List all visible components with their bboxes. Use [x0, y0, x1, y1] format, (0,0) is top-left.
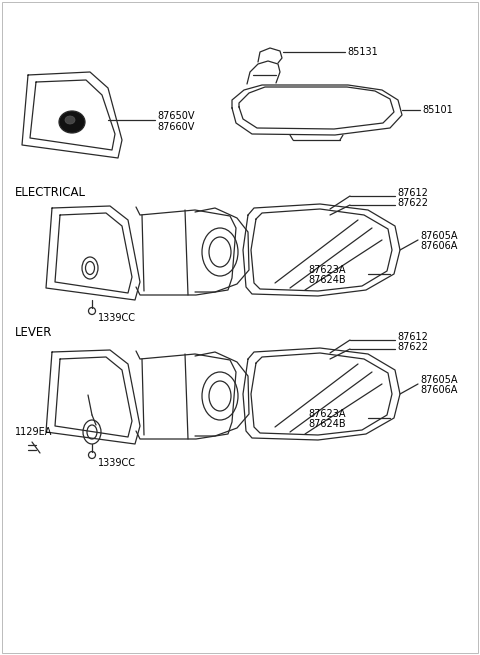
Ellipse shape	[202, 228, 238, 276]
Text: 87605A: 87605A	[420, 231, 457, 241]
Circle shape	[88, 307, 96, 314]
Text: 87622: 87622	[397, 198, 428, 208]
Text: 1339CC: 1339CC	[98, 458, 136, 468]
Text: 87623A: 87623A	[308, 265, 346, 275]
Text: 1129EA: 1129EA	[15, 427, 52, 437]
Text: 1339CC: 1339CC	[98, 313, 136, 323]
Text: 85131: 85131	[347, 47, 378, 57]
Ellipse shape	[85, 261, 95, 274]
Ellipse shape	[87, 425, 97, 439]
Ellipse shape	[83, 420, 101, 444]
Text: 87605A: 87605A	[420, 375, 457, 385]
Text: 87622: 87622	[397, 342, 428, 352]
Text: ELECTRICAL: ELECTRICAL	[15, 185, 86, 198]
Circle shape	[88, 451, 96, 458]
Ellipse shape	[82, 257, 98, 279]
Text: 87624B: 87624B	[308, 275, 346, 285]
Text: 87612: 87612	[397, 332, 428, 342]
Ellipse shape	[65, 116, 75, 124]
Text: 87612: 87612	[397, 188, 428, 198]
Text: 87606A: 87606A	[420, 241, 457, 251]
Text: 87606A: 87606A	[420, 385, 457, 395]
Text: 87624B: 87624B	[308, 419, 346, 429]
Ellipse shape	[59, 111, 85, 133]
Text: 87660V: 87660V	[157, 122, 194, 132]
Text: 87623A: 87623A	[308, 409, 346, 419]
Ellipse shape	[209, 237, 231, 267]
Ellipse shape	[202, 372, 238, 420]
Ellipse shape	[209, 381, 231, 411]
Text: LEVER: LEVER	[15, 326, 52, 339]
Text: 87650V: 87650V	[157, 111, 194, 121]
Text: 85101: 85101	[422, 105, 453, 115]
